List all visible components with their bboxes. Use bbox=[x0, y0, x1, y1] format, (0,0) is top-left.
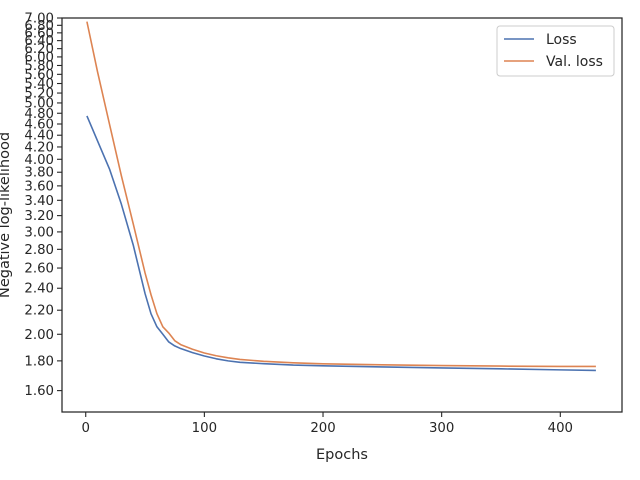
y-tick-label: 4.20 bbox=[24, 140, 54, 155]
legend-label-val-loss: Val. loss bbox=[546, 54, 603, 70]
y-tick-label: 3.00 bbox=[24, 225, 54, 240]
y-tick-label: 4.40 bbox=[24, 129, 54, 144]
series-line-loss bbox=[86, 115, 596, 372]
y-tick-label: 5.20 bbox=[24, 87, 54, 102]
y-tick-label: 6.00 bbox=[24, 50, 54, 65]
y-tick-label: 3.80 bbox=[24, 166, 54, 181]
y-tick-label: 5.80 bbox=[24, 59, 54, 74]
legend: Loss Val. loss bbox=[496, 25, 615, 77]
y-tick-label: 3.20 bbox=[24, 209, 54, 224]
y-tick-label: 2.40 bbox=[24, 282, 54, 297]
x-tick-label: 300 bbox=[429, 421, 454, 436]
y-tick-label: 5.40 bbox=[24, 77, 54, 92]
x-tick-label: 400 bbox=[548, 421, 573, 436]
x-tick-label: 0 bbox=[81, 421, 89, 436]
y-tick-label: 6.60 bbox=[24, 26, 54, 41]
y-tick-label: 2.60 bbox=[24, 262, 54, 277]
y-tick-label: 5.00 bbox=[24, 96, 54, 111]
x-axis-label: Epochs bbox=[316, 447, 368, 463]
y-tick-label: 6.80 bbox=[24, 19, 54, 34]
y-axis-ticks: 1.60 1.80 2.00 2.20 2.40 2.60 2.80 3.003.203.40… bbox=[24, 12, 62, 399]
y-tick-label: 4.80 bbox=[24, 107, 54, 122]
y-tick-label: 2.20 bbox=[24, 304, 54, 319]
y-tick-label: 1.60 bbox=[24, 384, 54, 399]
y-tick-label: 3.60 bbox=[24, 179, 54, 194]
y-tick-label: 2.80 bbox=[24, 243, 54, 258]
series-line-val-loss bbox=[86, 21, 596, 368]
plot-frame bbox=[61, 17, 623, 413]
plot-area bbox=[61, 17, 623, 413]
y-tick-label: 1.80 bbox=[24, 354, 54, 369]
y-axis-label: Negative log-likelihood bbox=[0, 132, 13, 298]
y-tick-label: 6.40 bbox=[24, 34, 54, 49]
y-tick-label: 7.00 bbox=[24, 12, 54, 27]
x-tick-label: 200 bbox=[310, 421, 335, 436]
y-tick-label: 3.40 bbox=[24, 194, 54, 209]
y-tick-label: 4.00 bbox=[24, 153, 54, 168]
y-tick-label: 5.60 bbox=[24, 68, 54, 83]
y-tick-label: 6.20 bbox=[24, 42, 54, 57]
y-tick-label: 4.60 bbox=[24, 117, 54, 132]
x-tick-label: 100 bbox=[192, 421, 217, 436]
x-axis-ticks: 0 100 200 300 400 bbox=[81, 412, 573, 436]
legend-label-loss: Loss bbox=[546, 32, 577, 48]
y-tick-label: 2.00 bbox=[24, 328, 54, 343]
series-lines bbox=[86, 21, 596, 372]
